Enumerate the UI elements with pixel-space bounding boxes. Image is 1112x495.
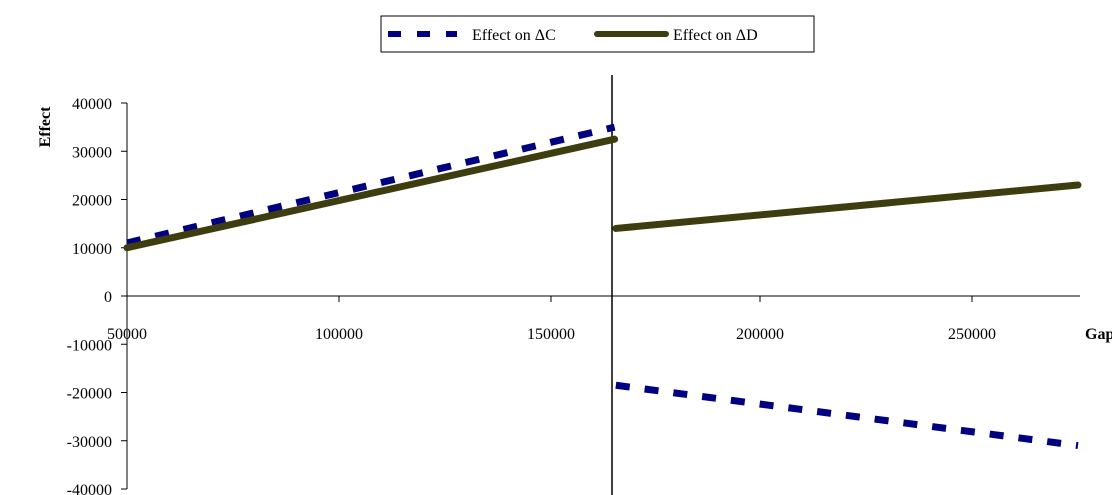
- y-tick-label: 0: [104, 289, 112, 306]
- x-tick-label: 250000: [948, 326, 996, 343]
- y-tick-label: -20000: [67, 386, 112, 403]
- y-tick-label: 30000: [72, 144, 112, 161]
- x-tick-label: 200000: [736, 326, 784, 343]
- y-tick-label: 40000: [72, 96, 112, 113]
- x-axis-title: Gap: [1085, 326, 1112, 343]
- axes: [126, 75, 1080, 495]
- series-delta-c-segment-1: [615, 381, 1079, 450]
- series-delta-c-segment-0: [126, 123, 616, 247]
- series-delta-d-segment-1: [612, 181, 1082, 232]
- y-ticks: 40000 30000 20000 10000 0 -10000 -20000 -30000 -…: [67, 96, 127, 495]
- x-tick-label: 150000: [527, 326, 575, 343]
- y-tick-label: -30000: [67, 434, 112, 451]
- y-tick-label: 10000: [72, 241, 112, 258]
- series-delta-d-segment-0: [123, 135, 619, 252]
- legend: Effect on ΔC Effect on ΔD: [380, 15, 815, 53]
- y-tick-label: -10000: [67, 337, 112, 354]
- x-tick-label: 50000: [107, 326, 147, 343]
- y-axis-title: Effect: [37, 106, 54, 148]
- series-layer: [123, 123, 1082, 450]
- y-tick-label: -40000: [67, 482, 112, 495]
- y-tick-label: 20000: [72, 193, 112, 210]
- x-tick-label: 100000: [315, 326, 363, 343]
- legend-label-delta-d: Effect on ΔD: [673, 27, 758, 44]
- x-ticks: 50000 100000 150000 200000 250000: [107, 296, 996, 343]
- legend-label-delta-c: Effect on ΔC: [472, 27, 556, 44]
